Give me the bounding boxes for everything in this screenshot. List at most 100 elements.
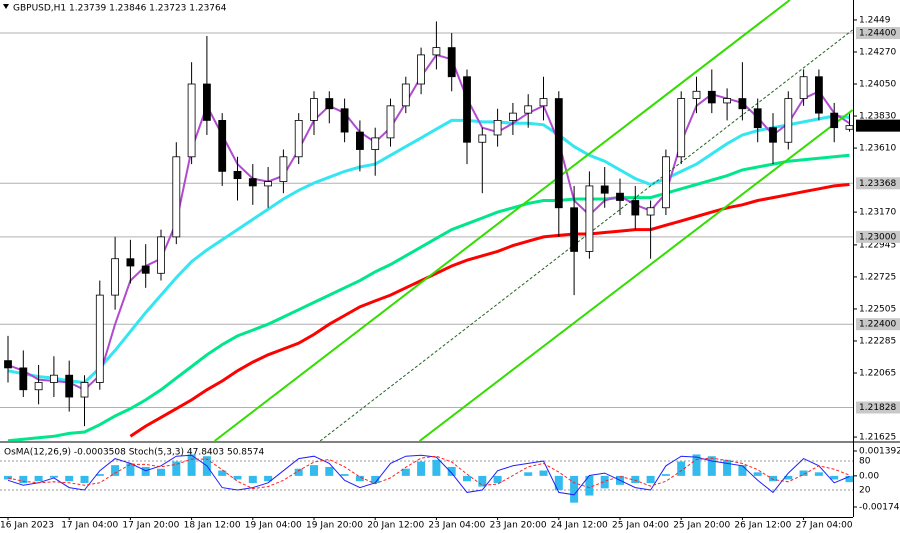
x-tick-label: 25 Jan 20:00 (673, 521, 730, 531)
x-tick-label: 23 Jan 20:00 (490, 521, 547, 531)
x-tick-label: 27 Jan 04:00 (796, 521, 853, 531)
osma-bar (799, 470, 808, 476)
y-tick-label: 1.22505 (859, 304, 896, 314)
x-tick-label: 26 Jan 12:00 (734, 521, 791, 531)
x-tick-label: 16 Jan 2023 (0, 521, 54, 531)
osma-bar (631, 475, 640, 484)
osma-bar (65, 475, 74, 482)
moving-average (7, 114, 850, 385)
candle-body (371, 137, 380, 150)
candle-body (585, 185, 594, 252)
x-tick-label: 17 Jan 20:00 (122, 521, 179, 531)
candle-body (386, 105, 395, 139)
candle-body (279, 156, 288, 182)
candle-body (692, 90, 701, 99)
candle-body (294, 120, 303, 158)
y-tick-label: 1.23830 (859, 112, 896, 122)
osma-bar (769, 475, 777, 482)
candle-body (738, 98, 747, 110)
osma-bar (600, 475, 609, 489)
candle-body (769, 127, 777, 143)
moving-average (7, 153, 850, 441)
osma-bar (753, 472, 762, 476)
osma-bar (248, 475, 257, 484)
trend-line (213, 0, 791, 441)
osma-bar (677, 461, 686, 476)
osma-bar (340, 474, 349, 476)
candle-body (4, 360, 12, 369)
osma-bar (554, 475, 563, 491)
candle-body (447, 47, 456, 78)
level-label: 1.22400 (859, 320, 896, 330)
y2-tick-label: 80 (859, 456, 871, 466)
candle-body (141, 265, 150, 274)
x-tick-label: 18 Jan 12:00 (184, 521, 241, 531)
y-tick-label: 1.22945 (859, 240, 896, 250)
candle-body (432, 47, 441, 56)
y-tick-label: 1.24270 (859, 47, 896, 57)
candle-body (707, 90, 716, 104)
y2-tick-label: 20 (859, 486, 871, 496)
osma-bar (723, 459, 732, 476)
y-tick-label: 1.24050 (859, 80, 896, 90)
y-tick-label: 1.22285 (859, 336, 896, 346)
osma-bar (34, 475, 43, 482)
level-label-box (856, 27, 900, 40)
candle-body (325, 98, 334, 110)
y-tick-label: 1.22725 (859, 272, 896, 282)
candle-body (784, 98, 793, 143)
osma-bar (355, 475, 364, 482)
x-tick-label: 19 Jan 20:00 (306, 521, 363, 531)
osma-bar (4, 475, 12, 480)
candle-body (478, 134, 487, 143)
candle-body (95, 294, 104, 383)
candle-body (111, 258, 119, 296)
osma-bar (447, 466, 456, 476)
osma-bar (432, 459, 441, 476)
osma-bar (478, 475, 487, 487)
moving-average (129, 183, 850, 438)
osma-bar (157, 468, 165, 476)
candle-body (34, 382, 43, 391)
osma-bar (814, 472, 823, 476)
candle-body (233, 170, 242, 180)
osma-bar (172, 461, 181, 476)
candle-body (845, 125, 853, 130)
current-price-label: 1.23764 (859, 121, 896, 131)
osma-bar (401, 468, 410, 476)
x-tick-label: 23 Jan 04:00 (428, 521, 485, 531)
candle-body (218, 120, 227, 172)
candle-body (80, 382, 89, 398)
candle-body (616, 192, 624, 201)
level-label-box (856, 318, 900, 331)
y-tick-label: -0.001741 (859, 502, 900, 512)
candle-body (723, 98, 731, 104)
stochastic-line (7, 455, 850, 490)
candle-body (126, 258, 135, 267)
candle-body (830, 112, 839, 129)
x-tick-label: 24 Jan 12:00 (551, 521, 608, 531)
osma-bar (233, 475, 242, 480)
y-tick-label: 0.00 (859, 471, 879, 481)
y-tick-label: 1.2449 (859, 15, 891, 25)
candle-body (340, 108, 349, 133)
osma-bar (417, 461, 426, 476)
candle-body (524, 105, 533, 114)
candle-body (677, 98, 686, 158)
osma-bar (646, 475, 655, 484)
candle-body (172, 156, 181, 238)
osma-bar (784, 475, 793, 480)
candle-body (19, 367, 28, 391)
osma-bar (49, 475, 58, 478)
candle-body (662, 156, 670, 209)
osma-bar (371, 475, 380, 484)
stochastic-line (7, 454, 850, 496)
x-tick-label: 19 Jan 04:00 (245, 521, 302, 531)
symbol-icon (3, 4, 9, 9)
candle-body (401, 83, 410, 107)
candle-body (570, 207, 578, 252)
osma-bar (19, 475, 28, 484)
level-label: 1.23000 (859, 232, 896, 242)
candle-body (815, 76, 823, 114)
